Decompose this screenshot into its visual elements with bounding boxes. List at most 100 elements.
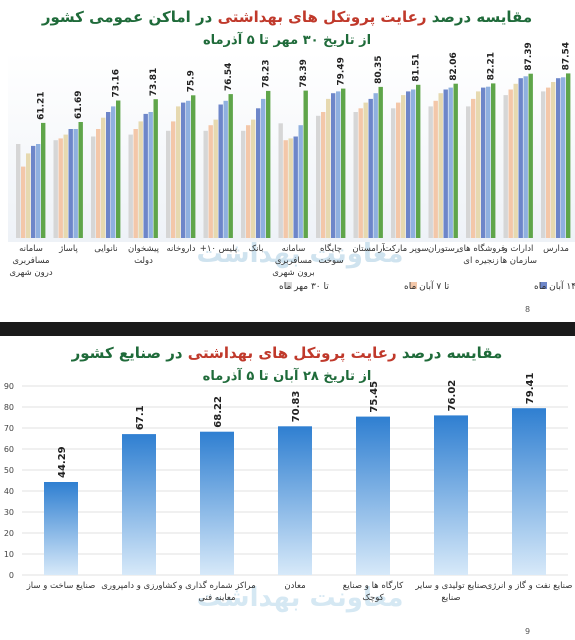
bar <box>508 89 513 238</box>
value-label: 73.81 <box>149 68 159 96</box>
bar <box>316 115 321 238</box>
category-label: سوخت <box>318 256 343 266</box>
bar <box>241 130 246 238</box>
category-label: سامانه <box>282 244 306 254</box>
value-label: 44.29 <box>57 446 68 478</box>
bar <box>434 415 468 575</box>
value-label: 78.23 <box>262 59 272 87</box>
legend-label: تا ۱۴ آبان ماه <box>534 280 575 292</box>
y-tick-label: 90 <box>4 382 14 391</box>
bar <box>503 95 508 238</box>
y-tick-label: 40 <box>4 487 14 496</box>
category-label: سازمان ها <box>500 256 537 266</box>
bar <box>181 102 186 238</box>
bar <box>78 122 83 238</box>
value-label: 61.69 <box>74 91 84 119</box>
y-tick-label: 50 <box>4 466 14 475</box>
bar <box>148 112 153 238</box>
chart-panel-industries: مقایسه درصد رعایت پروتکل های بهداشتی در … <box>0 336 575 640</box>
bar <box>203 130 208 238</box>
bar <box>356 416 390 575</box>
bar <box>191 95 196 238</box>
category-label: کارگاه ها و صنایع <box>343 580 404 591</box>
value-label: 76.02 <box>447 380 458 412</box>
bar <box>491 83 496 239</box>
watermark: معاونت بهداشت <box>197 583 404 613</box>
category-label: صنایع <box>441 593 460 603</box>
category-label: فروشگاه های <box>457 243 505 254</box>
bar <box>166 130 171 238</box>
bar <box>31 145 36 238</box>
bar <box>321 112 326 238</box>
chart-title-part: در صنایع کشور <box>71 344 188 362</box>
bar <box>358 108 363 238</box>
bar <box>433 100 438 238</box>
bar <box>341 88 346 238</box>
category-label: کشاورزی و دامپروری <box>101 581 177 591</box>
bar <box>21 166 26 238</box>
bar <box>448 87 453 238</box>
bar <box>523 76 528 238</box>
category-label: سوپر مارکت <box>384 244 429 254</box>
value-label: 79.49 <box>337 57 347 85</box>
legend-swatch <box>410 282 417 289</box>
bar <box>106 112 111 238</box>
chart-subtitle: از تاریخ ۲۸ آبان تا ۵ آذرماه <box>203 367 372 384</box>
bar <box>518 78 523 238</box>
bar <box>101 117 106 238</box>
bar <box>326 98 331 239</box>
bar <box>176 106 181 239</box>
bar <box>213 119 218 238</box>
bar <box>63 134 68 238</box>
category-label: صنایع تولیدی و سایر <box>414 581 486 591</box>
chart-title-part: مقایسه درصد <box>397 344 503 362</box>
y-tick-label: 70 <box>4 424 14 433</box>
bar <box>36 144 41 238</box>
category-label: نانوایی <box>94 244 118 254</box>
value-label: 80.35 <box>374 55 384 83</box>
bar <box>91 136 96 238</box>
category-label: صنایع نفت و گاز و انرژی <box>486 580 573 591</box>
bar <box>278 426 312 575</box>
category-label: داروخانه <box>166 244 195 254</box>
chart-title-part: رعایت پروتکل های بهداشتی <box>188 344 397 363</box>
value-label: 67.1 <box>135 405 146 430</box>
value-label: 75.9 <box>187 70 197 92</box>
value-label: 73.16 <box>112 69 122 97</box>
y-tick-label: 80 <box>4 403 14 412</box>
chart-title-part: در اماکن عمومی کشور <box>41 8 218 26</box>
bar <box>111 106 116 239</box>
value-label: 61.21 <box>37 91 47 119</box>
category-label: مسافربری <box>275 256 312 266</box>
bar <box>153 99 158 238</box>
bar <box>208 125 213 238</box>
category-label: کوچک <box>362 593 384 603</box>
bar <box>466 106 471 239</box>
bar <box>391 108 396 238</box>
chart-title: مقایسه درصد رعایت پروتکل های بهداشتی در … <box>41 8 532 27</box>
category-label: چایگاه <box>320 243 342 254</box>
value-label: 76.54 <box>224 63 234 91</box>
category-label: پاساژ <box>58 244 78 254</box>
chart-title-part: مقایسه درصد <box>426 8 532 26</box>
y-tick-label: 60 <box>4 445 14 454</box>
bar <box>116 100 121 238</box>
bar <box>278 123 283 238</box>
page-number: 8 <box>525 305 530 314</box>
category-label: ادارات و <box>503 244 534 254</box>
industries-chart: مقایسه درصد رعایت پروتکل های بهداشتی در … <box>4 344 573 636</box>
bar <box>513 83 518 238</box>
value-label: 82.21 <box>487 52 497 80</box>
value-label: 75.45 <box>369 381 380 413</box>
bar <box>298 125 303 238</box>
y-tick-label: 30 <box>4 508 14 517</box>
bar <box>486 86 491 238</box>
bar <box>128 134 133 238</box>
value-label: 78.39 <box>299 59 309 87</box>
category-label: معاینه فنی <box>198 593 235 603</box>
bar <box>228 94 233 238</box>
legend-label: تا ۷ آبان ماه <box>404 280 450 292</box>
category-label: پلیس ۱۰+ <box>200 244 238 254</box>
chart-panel-public-places: مقایسه درصد رعایت پروتکل های بهداشتی در … <box>0 0 575 322</box>
value-label: 87.39 <box>524 42 534 70</box>
